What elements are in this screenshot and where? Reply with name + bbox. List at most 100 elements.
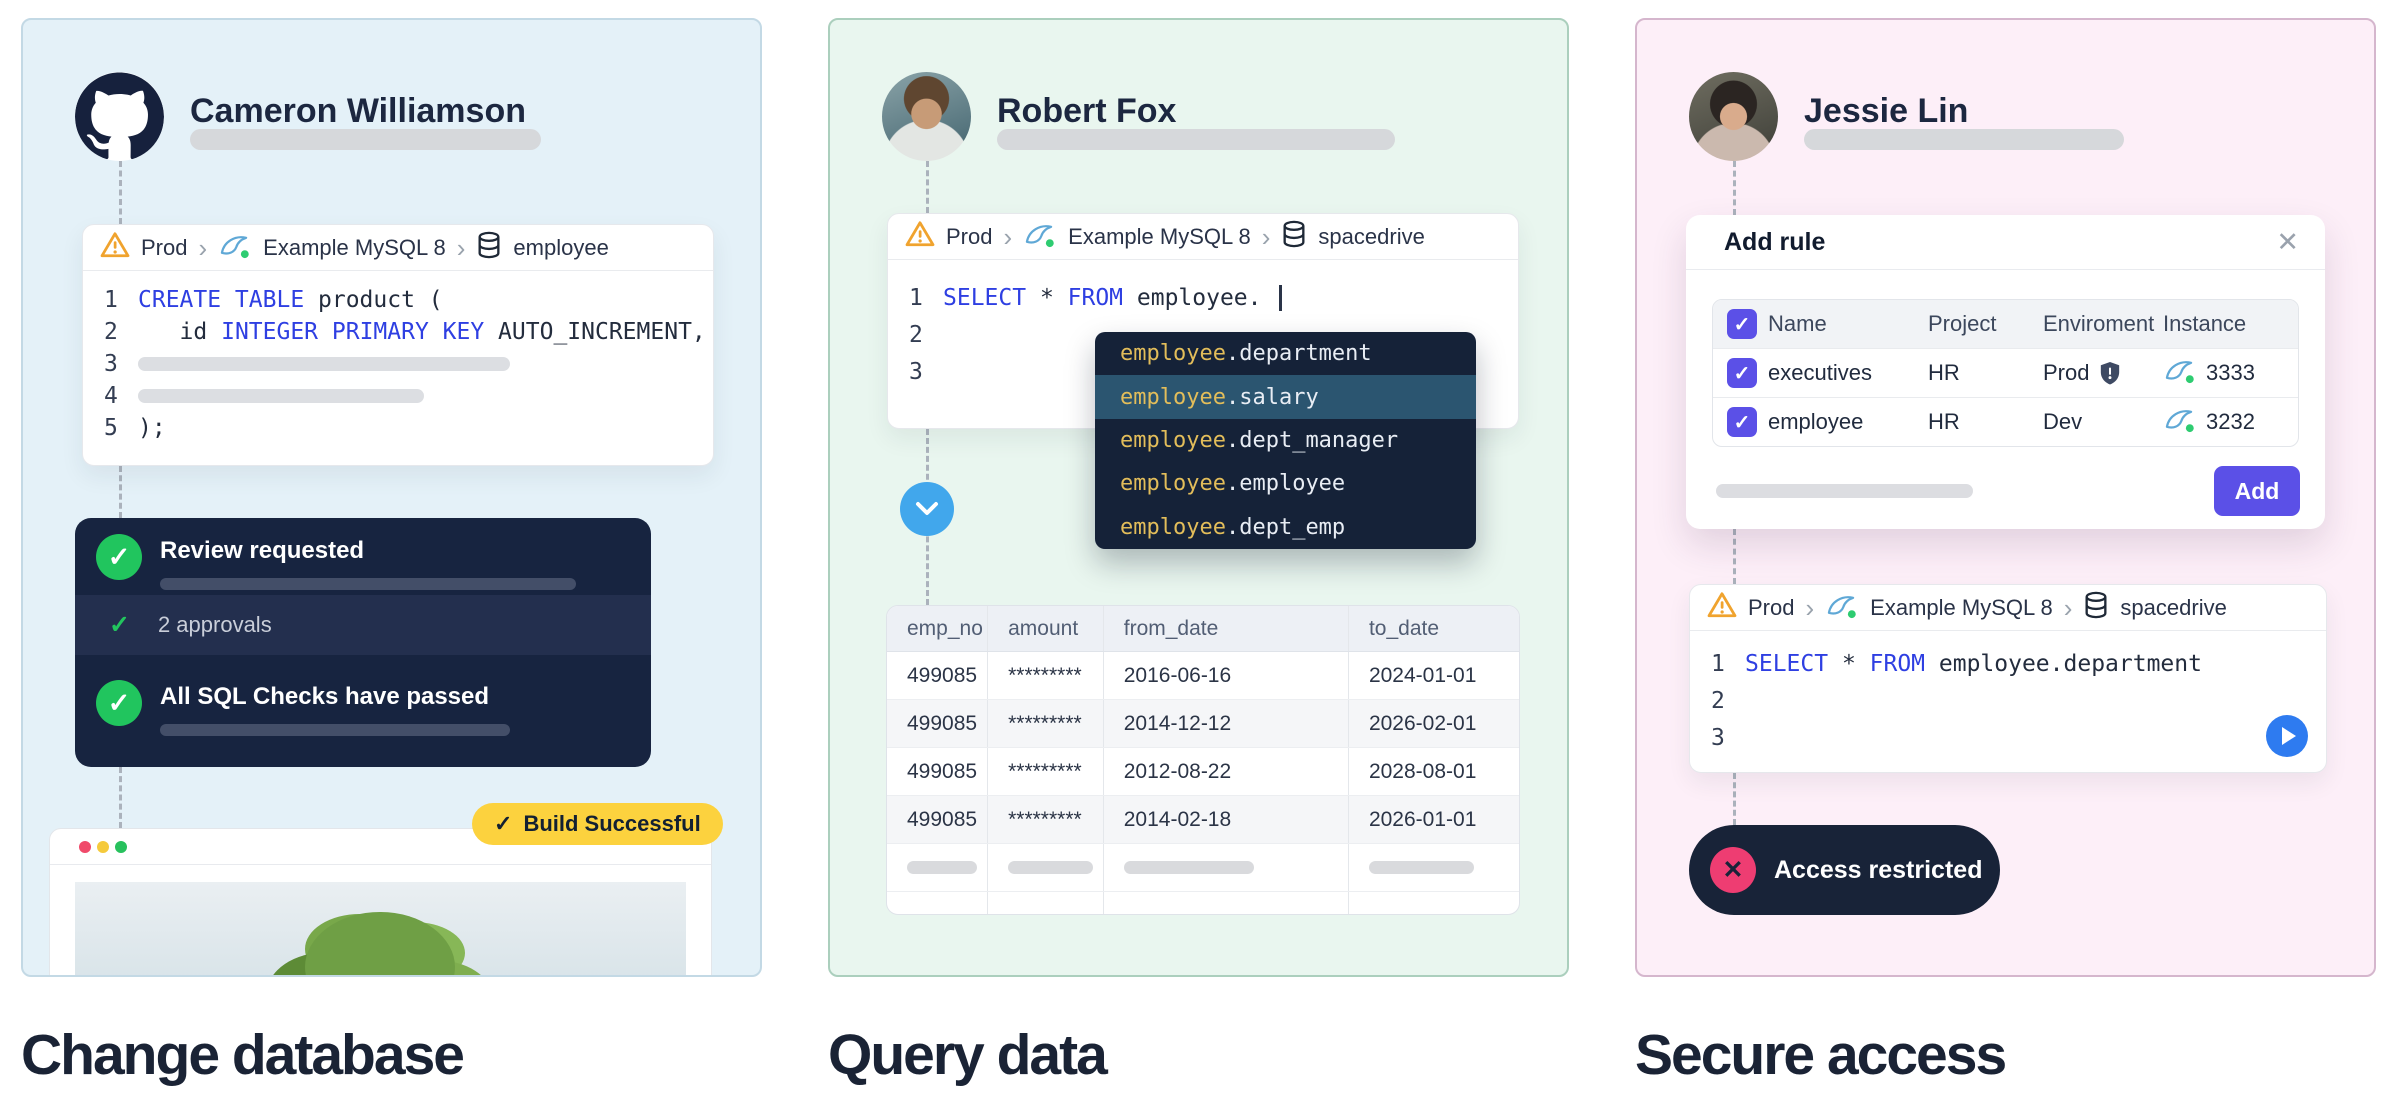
checkbox-checked[interactable]: ✓ — [1727, 407, 1757, 437]
access-restricted-badge: ✕ Access restricted — [1689, 825, 2000, 915]
scroll-down-button[interactable] — [900, 482, 954, 536]
mysql-dolphin-icon — [220, 235, 249, 258]
mysql-dolphin-icon — [218, 230, 252, 266]
warning-triangle-icon — [905, 220, 935, 254]
code-area[interactable]: 1 CREATE TABLE product ( 2 id INTEGER PR… — [83, 271, 713, 444]
autocomplete-item-selected[interactable]: employee .salary — [1095, 375, 1476, 419]
database-icon — [2085, 591, 2107, 618]
code-area[interactable]: 1 SELECT * FROM employee.department 2 3 — [1690, 631, 2326, 756]
rule-table-header: ✓ Name Project Enviroment Instance — [1713, 300, 2298, 348]
column-header[interactable]: amount — [988, 606, 1104, 651]
breadcrumb-database[interactable]: spacedrive — [1318, 223, 1425, 249]
sql-checks-row: ✓ All SQL Checks have passed — [75, 655, 651, 767]
line-number: 4 — [104, 383, 118, 409]
mysql-dolphin-icon — [2163, 404, 2197, 440]
review-requested-row: ✓ Review requested — [75, 518, 651, 595]
breadcrumb-connection[interactable]: Example MySQL 8 — [1068, 223, 1251, 249]
sql-text: product ( — [304, 287, 443, 313]
sql-keyword: SELECT — [1745, 650, 1829, 677]
table-row[interactable]: 499085 ********* 2014-02-18 2026-01-01 — [887, 796, 1519, 844]
user-name: Jessie Lin — [1804, 92, 1969, 130]
chevron-right-icon: › — [1003, 221, 1013, 252]
code-skeleton — [138, 357, 510, 371]
sql-keyword: INTEGER PRIMARY KEY — [221, 319, 485, 345]
sql-text: * — [1828, 650, 1870, 677]
mysql-dolphin-icon — [1023, 219, 1057, 255]
checkbox-checked[interactable]: ✓ — [1727, 358, 1757, 388]
breadcrumb-connection[interactable]: Example MySQL 8 — [263, 234, 446, 260]
close-traffic-light-icon[interactable] — [79, 840, 91, 853]
warning-triangle-icon — [905, 220, 935, 246]
chevron-right-icon: › — [456, 232, 466, 263]
heading-secure-access: Secure access — [1635, 1023, 2007, 1087]
column-header[interactable]: from_date — [1104, 606, 1349, 651]
database-icon — [1281, 220, 1307, 254]
text-cursor — [1279, 284, 1283, 311]
line-number: 1 — [1711, 650, 1725, 677]
autocomplete-item[interactable]: employee .dept_manager — [1120, 427, 1399, 453]
line-number: 3 — [104, 351, 118, 377]
browser-titlebar — [50, 829, 711, 865]
github-avatar — [75, 72, 164, 161]
table-row[interactable]: 499085 ********* 2012-08-22 2028-08-01 — [887, 748, 1519, 796]
breadcrumb: Prod › Example MySQL 8 › spacedrive — [1690, 585, 2326, 631]
approvals-label: 2 approvals — [157, 612, 272, 637]
breadcrumb-database[interactable]: spacedrive — [2120, 594, 2227, 620]
add-button[interactable]: Add — [2214, 466, 2300, 516]
github-logo-icon — [75, 72, 164, 159]
sql-text: employee.department — [1925, 650, 2202, 677]
chevron-right-icon: › — [1805, 592, 1815, 623]
sql-editor-card: Prod › Example MySQL 8 › employee 1 CREA… — [82, 224, 714, 466]
user-avatar — [882, 72, 971, 161]
website-preview-image — [75, 882, 686, 975]
breadcrumb-connection[interactable]: Example MySQL 8 — [1870, 594, 2053, 620]
rule-row[interactable]: ✓ executives HR Prod 3333 — [1713, 348, 2298, 397]
access-restricted-label: Access restricted — [1774, 855, 1983, 884]
breadcrumb: Prod › Example MySQL 8 › employee — [83, 225, 713, 271]
table-header-row: emp_no amount from_date to_date — [887, 606, 1519, 652]
breadcrumb-environment[interactable]: Prod — [141, 234, 188, 260]
maximize-traffic-light-icon[interactable] — [115, 840, 127, 853]
sql-text: * — [1026, 284, 1068, 311]
sql-editor-card: Prod › Example MySQL 8 › spacedrive 1 SE… — [1689, 584, 2327, 773]
warning-triangle-icon — [100, 231, 130, 265]
code-skeleton — [138, 389, 424, 403]
breadcrumb-database[interactable]: employee — [513, 234, 609, 260]
breadcrumb-environment[interactable]: Prod — [1748, 594, 1795, 620]
column-header: Instance — [2163, 311, 2247, 336]
autocomplete-dropdown: employee .department employee .salary empl… — [1095, 332, 1476, 549]
browser-window-mockup — [49, 828, 712, 975]
panel-query-data: Robert Fox Prod › Example MySQL 8 › spac… — [828, 18, 1569, 977]
autocomplete-item[interactable]: employee .employee — [1120, 471, 1346, 497]
panel-change-database: Cameron Williamson Prod › Example MySQL … — [21, 18, 762, 977]
breadcrumb-environment[interactable]: Prod — [946, 223, 993, 249]
minimize-traffic-light-icon[interactable] — [97, 840, 109, 853]
table-row[interactable]: 499085 ********* 2016-06-16 2024-01-01 — [887, 652, 1519, 700]
line-number: 3 — [909, 358, 923, 385]
connector-line — [119, 161, 122, 224]
build-successful-label: Build Successful — [523, 811, 701, 836]
user-subtitle-skeleton — [1804, 129, 2124, 150]
checkbox-checked[interactable]: ✓ — [1727, 309, 1757, 339]
rule-row[interactable]: ✓ employee HR Dev 3232 — [1713, 397, 2298, 446]
code-area[interactable]: 1 SELECT * FROM employee. 2 3 — [888, 260, 1518, 390]
line-number: 1 — [104, 287, 118, 313]
autocomplete-item[interactable]: employee .dept_emp — [1120, 514, 1346, 540]
database-icon — [476, 231, 502, 265]
run-query-button[interactable] — [2266, 715, 2308, 757]
line-number: 2 — [104, 319, 118, 345]
column-header[interactable]: to_date — [1368, 616, 1440, 640]
autocomplete-item[interactable]: employee .department — [1120, 341, 1372, 367]
table-row-partial — [887, 892, 1519, 914]
connector-line — [1733, 773, 1736, 825]
review-title: Review requested — [160, 537, 365, 564]
shield-icon — [2101, 362, 2120, 385]
mysql-dolphin-icon — [1025, 224, 1054, 247]
close-icon[interactable]: ✕ — [2276, 226, 2299, 257]
check-icon: ✓ — [494, 811, 513, 836]
build-successful-badge: ✓ Build Successful — [472, 803, 723, 845]
table-row[interactable]: 499085 ********* 2014-12-12 2026-02-01 — [887, 700, 1519, 748]
chevron-down-icon — [916, 502, 938, 515]
column-header[interactable]: emp_no — [887, 606, 989, 651]
chevron-right-icon: › — [1261, 221, 1271, 252]
